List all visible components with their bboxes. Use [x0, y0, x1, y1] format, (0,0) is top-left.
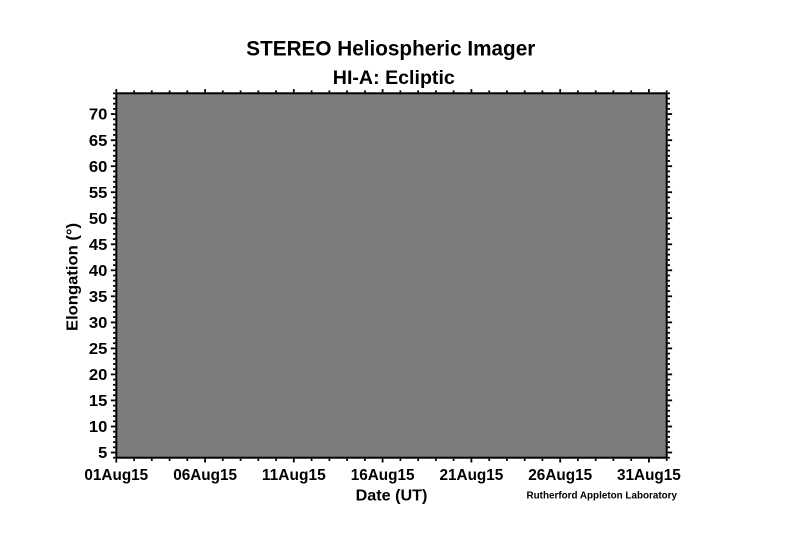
svg-text:55: 55: [89, 185, 108, 202]
svg-text:Elongation (°): Elongation (°): [65, 223, 82, 331]
svg-text:45: 45: [89, 237, 108, 254]
svg-text:31Aug15: 31Aug15: [617, 467, 681, 484]
svg-text:40: 40: [89, 263, 108, 280]
svg-text:25: 25: [89, 341, 108, 358]
svg-text:16Aug15: 16Aug15: [351, 467, 415, 484]
svg-text:35: 35: [89, 289, 108, 306]
svg-text:Date (UT): Date (UT): [356, 488, 428, 505]
svg-text:26Aug15: 26Aug15: [528, 467, 592, 484]
svg-text:65: 65: [89, 133, 108, 150]
svg-text:70: 70: [89, 107, 108, 124]
svg-text:21Aug15: 21Aug15: [440, 467, 504, 484]
svg-text:50: 50: [89, 211, 108, 228]
svg-text:HI-A: Ecliptic: HI-A: Ecliptic: [333, 67, 455, 89]
svg-text:11Aug15: 11Aug15: [262, 467, 326, 484]
svg-text:STEREO Heliospheric Imager: STEREO Heliospheric Imager: [246, 38, 535, 61]
svg-text:10: 10: [89, 419, 108, 436]
svg-text:01Aug15: 01Aug15: [84, 467, 148, 484]
svg-text:60: 60: [89, 159, 108, 176]
svg-text:20: 20: [89, 367, 108, 384]
svg-text:15: 15: [89, 393, 108, 410]
svg-text:30: 30: [89, 315, 108, 332]
svg-text:5: 5: [98, 445, 107, 462]
svg-text:Rutherford Appleton Laboratory: Rutherford Appleton Laboratory: [527, 490, 678, 501]
svg-text:06Aug15: 06Aug15: [173, 467, 237, 484]
